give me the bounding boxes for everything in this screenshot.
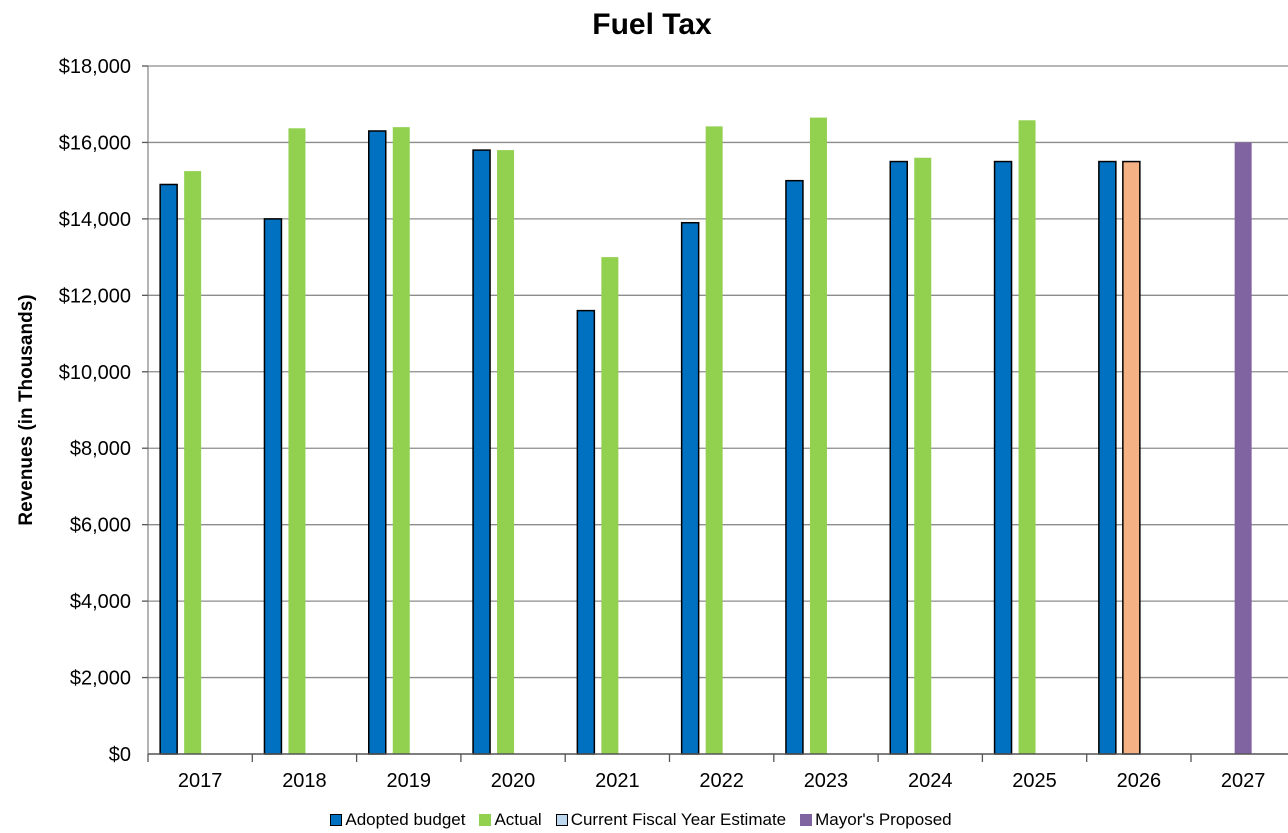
legend-label: Current Fiscal Year Estimate — [570, 810, 787, 829]
fuel-tax-chart: Fuel Tax Revenues (in Thousands) $0 $2,00… — [16, 8, 1288, 792]
bar-adopted-budget-2026 — [1098, 160, 1117, 755]
x-tick-label: 2019 — [387, 770, 432, 792]
bar-adopted-budget-2021 — [576, 309, 596, 755]
legend-swatch — [555, 814, 568, 826]
legend: Adopted budget Actual Current Fiscal Year … — [0, 808, 1288, 832]
bar-adopted-budget-2024 — [889, 160, 908, 755]
bar-actual-2023 — [809, 117, 827, 755]
y-tick-label: $6,000 — [70, 515, 131, 537]
chart-title: Fuel Tax — [592, 8, 712, 41]
y-tick-label: $2,000 — [70, 668, 131, 690]
bar-adopted-budget-2019 — [368, 130, 387, 755]
bar-adopted-budget-2020 — [472, 149, 491, 755]
x-tick-label: 2025 — [1012, 770, 1057, 792]
legend-label: Adopted budget — [345, 810, 466, 829]
bar-mayor-s-proposed-2027 — [1234, 142, 1252, 754]
bar-adopted-budget-2022 — [680, 221, 700, 755]
y-tick-label: $8,000 — [70, 438, 131, 460]
legend-swatch — [800, 814, 813, 826]
bar-current-fiscal-year-estimate-2026 — [1122, 160, 1141, 755]
legend-item: Actual — [479, 810, 542, 830]
y-tick-label: $18,000 — [59, 56, 131, 78]
bar-actual-2021 — [601, 257, 619, 754]
x-tick-labels: 2017 2018 2019 2020 2021 2022 2023 2024 2025 2026… — [178, 770, 1266, 792]
y-tick-label: $16,000 — [59, 132, 131, 154]
legend-item: Adopted budget — [330, 810, 465, 830]
legend-label: Actual — [494, 810, 542, 829]
x-tick-label: 2024 — [908, 770, 953, 792]
x-tick-label: 2027 — [1221, 770, 1266, 792]
y-tick-label: $10,000 — [59, 362, 131, 384]
y-tick-labels: $0 $2,000 $4,000 $6,000 $8,000 $10,000 $12,000… — [59, 56, 131, 766]
x-tick-label: 2026 — [1117, 770, 1162, 792]
legend-item: Mayor's Proposed — [800, 810, 952, 830]
y-axis-label: Revenues (in Thousands) — [16, 294, 37, 525]
bar-actual-2017 — [184, 171, 202, 755]
x-tick-label: 2017 — [178, 770, 223, 792]
bar-actual-2024 — [914, 157, 932, 754]
bar-adopted-budget-2017 — [159, 183, 178, 755]
bar-actual-2022 — [705, 126, 723, 754]
x-tick-label: 2021 — [595, 770, 640, 792]
bar-actual-2020 — [497, 150, 515, 755]
legend-item: Current Fiscal Year Estimate — [555, 810, 787, 830]
bar-adopted-budget-2025 — [993, 160, 1013, 755]
bars — [159, 117, 1252, 755]
x-tick-label: 2018 — [282, 770, 327, 792]
y-tick-label: $12,000 — [59, 285, 131, 307]
bar-actual-2018 — [288, 128, 306, 754]
legend-swatch — [479, 814, 492, 826]
bar-actual-2025 — [1018, 120, 1036, 754]
bar-actual-2019 — [392, 127, 410, 754]
y-tick-label: $0 — [109, 744, 131, 766]
y-tick-label: $14,000 — [59, 209, 131, 231]
legend-label: Mayor's Proposed — [815, 810, 952, 829]
x-tick-label: 2023 — [804, 770, 849, 792]
bar-adopted-budget-2023 — [785, 179, 804, 755]
axes — [142, 65, 1288, 762]
x-tick-label: 2022 — [699, 770, 744, 792]
legend-swatch — [330, 814, 343, 826]
x-tick-label: 2020 — [491, 770, 536, 792]
bar-adopted-budget-2018 — [263, 218, 283, 755]
y-tick-label: $4,000 — [70, 591, 131, 613]
